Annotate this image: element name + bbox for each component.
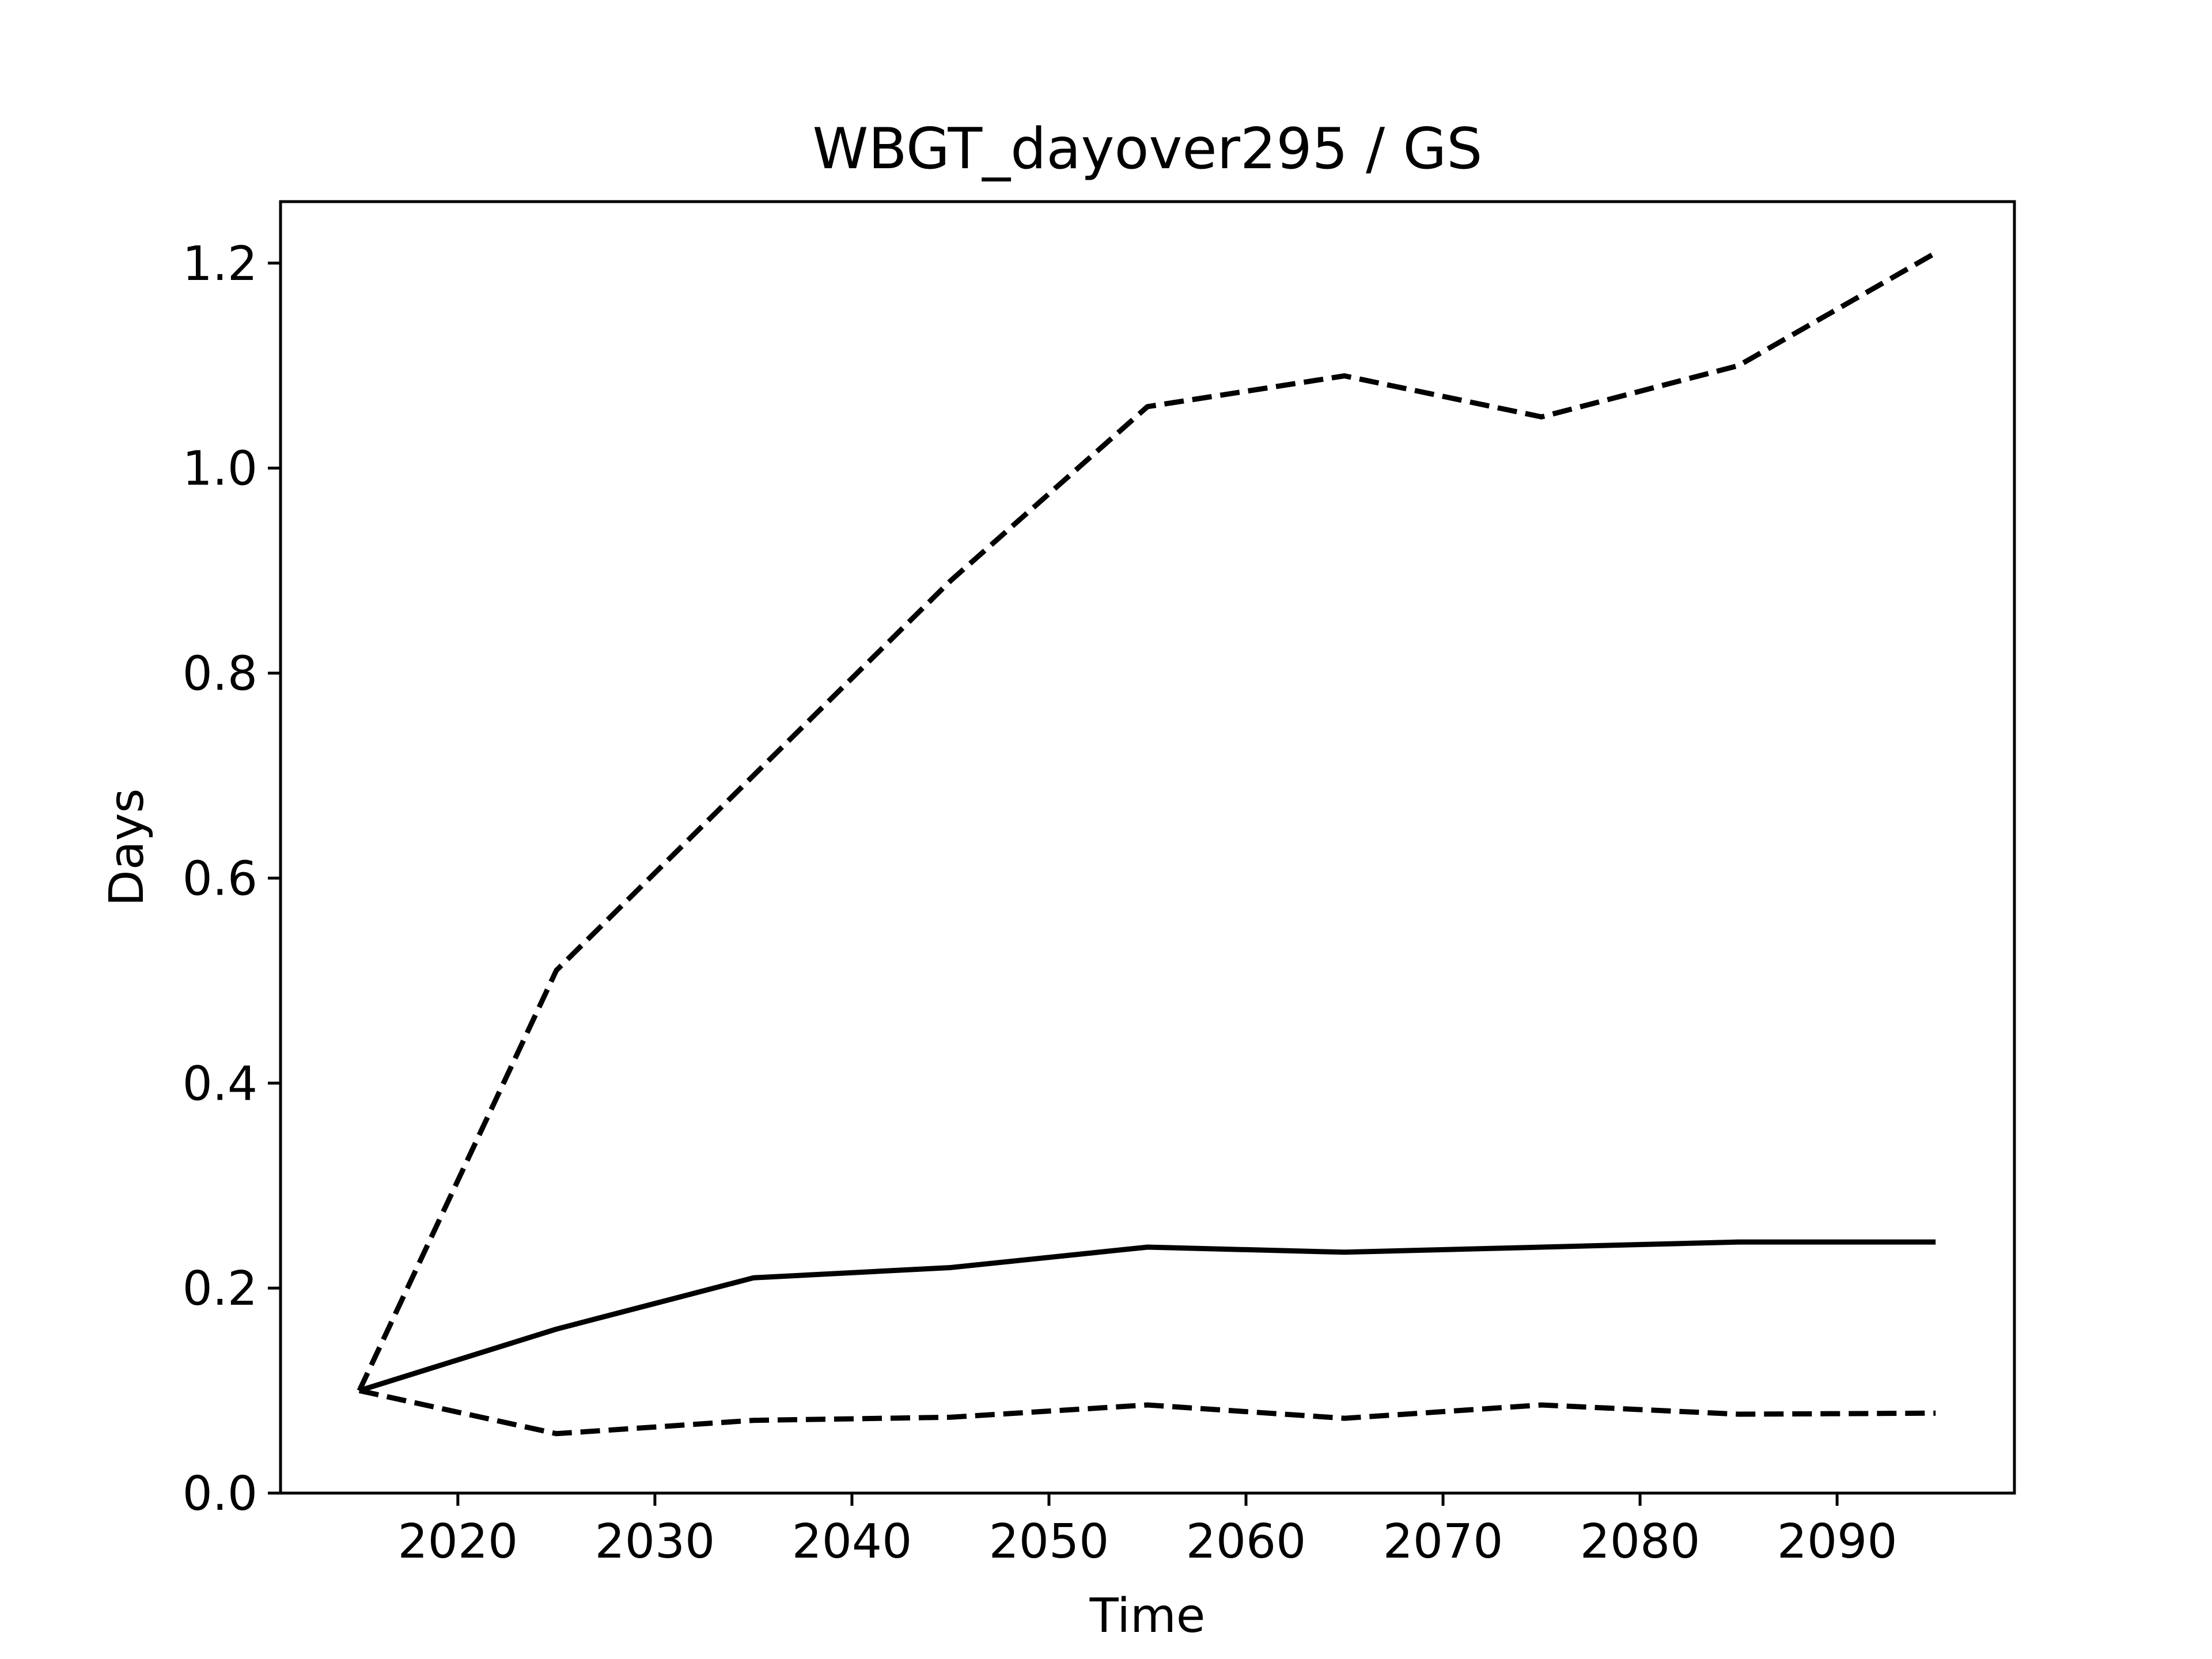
y-tick-label: 0.6	[183, 851, 257, 906]
x-tick-label: 2020	[397, 1514, 518, 1569]
x-axis-title: Time	[1089, 1589, 1206, 1643]
y-tick-label: 0.8	[183, 647, 257, 702]
y-axis-title: Days	[100, 789, 154, 907]
series-line-1-dashed	[357, 251, 1937, 1392]
y-tick-label: 0.2	[183, 1262, 257, 1316]
series-line-3-dashed	[358, 1388, 1936, 1437]
x-axis-ticks: 2020 2030 2040 2050 2060 2070 2080 2090	[397, 1493, 1897, 1569]
x-tick-label: 2070	[1383, 1514, 1503, 1569]
y-tick-label: 1.2	[183, 237, 257, 291]
x-tick-label: 2050	[989, 1514, 1109, 1569]
chart-title: WBGT_dayover295 / GS	[812, 116, 1482, 182]
x-tick-label: 2080	[1580, 1514, 1700, 1569]
y-tick-label: 0.4	[183, 1056, 257, 1111]
plot-area-frame	[279, 200, 2016, 1495]
x-tick-label: 2090	[1777, 1514, 1897, 1569]
y-axis-ticks: 0.0 0.2 0.4 0.6 0.8 1.0 1.2	[183, 237, 281, 1521]
x-tick-label: 2040	[792, 1514, 912, 1569]
y-tick-label: 1.0	[183, 442, 257, 497]
y-tick-label: 0.0	[183, 1467, 257, 1521]
series-line-2-solid	[358, 1239, 1936, 1393]
x-tick-label: 2060	[1186, 1514, 1306, 1569]
x-tick-label: 2030	[595, 1514, 715, 1569]
series-layer	[357, 251, 1937, 1437]
